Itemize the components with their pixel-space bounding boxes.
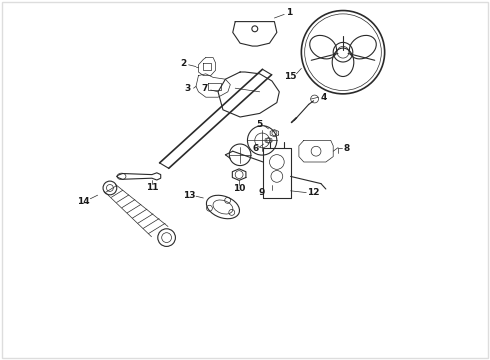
Text: 11: 11 bbox=[146, 184, 158, 193]
Text: 6: 6 bbox=[253, 144, 259, 153]
Text: 15: 15 bbox=[284, 72, 296, 81]
Text: 2: 2 bbox=[180, 59, 186, 68]
Text: 7: 7 bbox=[201, 85, 208, 94]
Text: 9: 9 bbox=[259, 188, 266, 197]
Text: 10: 10 bbox=[233, 184, 245, 193]
Text: 14: 14 bbox=[76, 197, 89, 206]
Text: 1: 1 bbox=[286, 8, 292, 17]
Text: 4: 4 bbox=[320, 93, 327, 102]
Text: 12: 12 bbox=[307, 188, 320, 197]
Text: 3: 3 bbox=[185, 84, 191, 93]
Text: 5: 5 bbox=[257, 120, 263, 129]
Text: 8: 8 bbox=[343, 144, 349, 153]
Text: 13: 13 bbox=[183, 191, 196, 199]
